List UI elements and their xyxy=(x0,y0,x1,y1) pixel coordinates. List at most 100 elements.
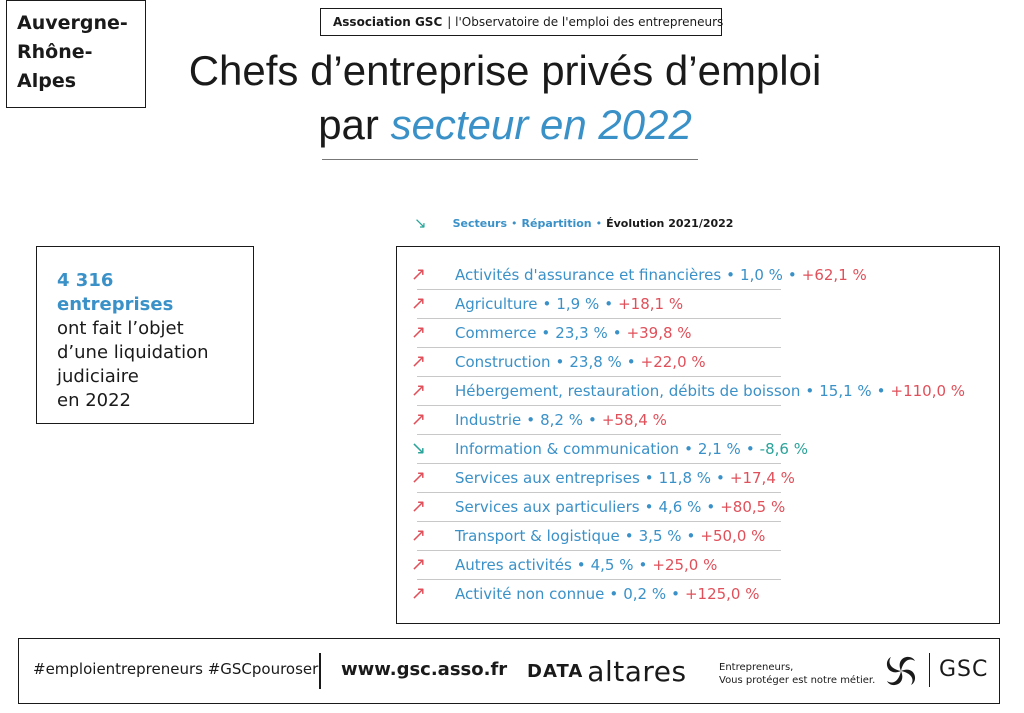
region-line-3: Alpes xyxy=(17,70,77,92)
bullet-separator: • xyxy=(671,584,680,603)
sector-list: ↗ Activités d'assurance et financières • 1,… xyxy=(396,246,1000,624)
sector-share: 2,1 % xyxy=(697,439,741,458)
footer-divider xyxy=(319,653,321,689)
legend-separator: • xyxy=(511,216,518,230)
bullet-separator: • xyxy=(638,555,648,574)
bullet-separator: • xyxy=(609,584,619,603)
sector-row: ↗ Activités d'assurance et financières • 1,… xyxy=(411,260,867,289)
bullet-separator: • xyxy=(555,352,565,371)
trend-up-icon: ↗ xyxy=(411,322,427,343)
sector-name: Construction xyxy=(455,352,551,371)
bullet-separator: • xyxy=(587,410,597,429)
row-divider xyxy=(417,347,781,348)
sector-evolution: +18,1 % xyxy=(618,294,684,313)
trend-up-icon: ↗ xyxy=(411,351,427,372)
title-line-2: par secteur en 2022 xyxy=(150,98,860,152)
summary-line-2: ont fait l’objet xyxy=(57,318,184,339)
sector-row: ↗ Transport & logistique • 3,5 % • +50,0 % xyxy=(411,521,765,550)
sector-name: Activités d'assurance et financières xyxy=(455,265,722,284)
bullet-separator: • xyxy=(644,497,654,516)
sector-evolution: +125,0 % xyxy=(684,584,760,603)
bullet-separator: • xyxy=(624,526,634,545)
sector-share: 4,5 % xyxy=(590,555,634,574)
sector-name: Activité non connue xyxy=(455,584,605,603)
gsc-swirl-logo-icon xyxy=(886,656,916,686)
footer: #emploientrepreneurs #GSCpouroser www.gs… xyxy=(18,638,1000,704)
bullet-separator: • xyxy=(745,439,755,458)
sector-name: Hébergement, restauration, débits de boi… xyxy=(455,381,801,400)
region-line-2: Rhône- xyxy=(17,41,93,63)
trend-up-icon: ↗ xyxy=(411,496,427,517)
bullet-separator: • xyxy=(612,323,622,342)
sector-name: Industrie xyxy=(455,410,522,429)
trend-up-icon: ↗ xyxy=(411,409,427,430)
sector-evolution: -8,6 % xyxy=(759,439,808,458)
sector-evolution: +80,5 % xyxy=(720,497,786,516)
sector-row: ↗ Agriculture • 1,9 % • +18,1 % xyxy=(411,289,683,318)
title-prefix: par xyxy=(318,101,391,148)
sector-row: ↘ Information & communication • 2,1 % • -8,6 … xyxy=(411,434,808,463)
legend-share: Répartition xyxy=(521,216,592,230)
row-divider xyxy=(417,318,781,319)
title-line-1: Chefs d’entreprise privés d’emploi xyxy=(188,47,822,94)
trend-up-icon: ↗ xyxy=(411,264,427,285)
sector-row: ↗ Activité non connue • 0,2 % • +125,0 % xyxy=(411,579,760,608)
row-divider xyxy=(417,550,781,551)
row-divider xyxy=(417,376,781,377)
trend-up-icon: ↗ xyxy=(411,554,427,575)
observatory-name: | l'Observatoire de l'emploi des entrepr… xyxy=(447,15,724,29)
sector-share: 11,8 % xyxy=(658,468,712,487)
sector-share: 1,0 % xyxy=(740,265,783,284)
trend-up-icon: ↗ xyxy=(411,380,427,401)
region-line-1: Auvergne- xyxy=(17,12,128,34)
sector-name: Commerce xyxy=(455,323,537,342)
bullet-separator: • xyxy=(716,468,725,487)
sector-row: ↗ Hébergement, restauration, débits de bo… xyxy=(411,376,965,405)
partner-logo: DATA altares xyxy=(527,653,687,689)
summary-line-3: d’une liquidation xyxy=(57,342,209,363)
bullet-separator: • xyxy=(684,439,693,458)
row-divider xyxy=(417,289,781,290)
bullet-separator: • xyxy=(805,381,815,400)
summary-line-5: en 2022 xyxy=(57,390,132,411)
sector-row: ↗ Industrie • 8,2 % • +58,4 % xyxy=(411,405,667,434)
sector-row: ↗ Services aux entreprises • 11,8 % • +17,4 % xyxy=(411,463,795,492)
sector-name: Transport & logistique xyxy=(455,526,620,545)
title-accent: secteur en 2022 xyxy=(390,101,692,148)
bullet-separator: • xyxy=(706,497,716,516)
sector-share: 15,1 % xyxy=(819,381,872,400)
trend-up-icon: ↗ xyxy=(411,293,427,314)
gsc-logo-text: GSC xyxy=(939,657,989,682)
sector-share: 1,9 % xyxy=(556,294,600,313)
sector-name: Services aux particuliers xyxy=(455,497,640,516)
sector-row: ↗ Autres activités • 4,5 % • +25,0 % xyxy=(411,550,717,579)
sector-share: 3,5 % xyxy=(638,526,682,545)
tagline-line-2: Vous protéger est notre métier. xyxy=(719,675,876,686)
sector-name: Agriculture xyxy=(455,294,538,313)
sector-row: ↗ Commerce • 23,3 % • +39,8 % xyxy=(411,318,692,347)
bullet-separator: • xyxy=(542,294,552,313)
summary-count: 4 316 entreprises xyxy=(57,270,174,315)
legend-evolution: Évolution 2021/2022 xyxy=(606,216,734,230)
partner-name: altares xyxy=(587,654,687,688)
liquidation-summary: 4 316 entreprises ont fait l’objet d’une… xyxy=(36,246,254,424)
page-title: Chefs d’entreprise privés d’emploi par s… xyxy=(150,44,860,152)
trend-up-icon: ↗ xyxy=(411,525,427,546)
footer-website-link[interactable]: www.gsc.asso.fr xyxy=(341,659,508,680)
sector-name: Autres activités xyxy=(455,555,572,574)
legend-separator: • xyxy=(595,216,603,230)
tagline-line-1: Entrepreneurs, xyxy=(719,662,794,673)
row-divider xyxy=(417,579,781,580)
legend-arrow-icon: ↘ xyxy=(414,214,427,232)
sector-name: Information & communication xyxy=(455,439,680,458)
sector-evolution: +25,0 % xyxy=(652,555,718,574)
row-divider xyxy=(417,405,781,406)
legend-sectors: Secteurs xyxy=(452,216,508,230)
sector-share: 4,6 % xyxy=(658,497,702,516)
sector-evolution: +62,1 % xyxy=(801,265,867,284)
sector-share: 8,2 % xyxy=(540,410,583,429)
sector-evolution: +50,0 % xyxy=(700,526,766,545)
bullet-separator: • xyxy=(576,555,586,574)
legend: ↘ Secteurs • Répartition • Évolution 202… xyxy=(414,214,733,232)
association-name: Association GSC xyxy=(333,15,443,29)
